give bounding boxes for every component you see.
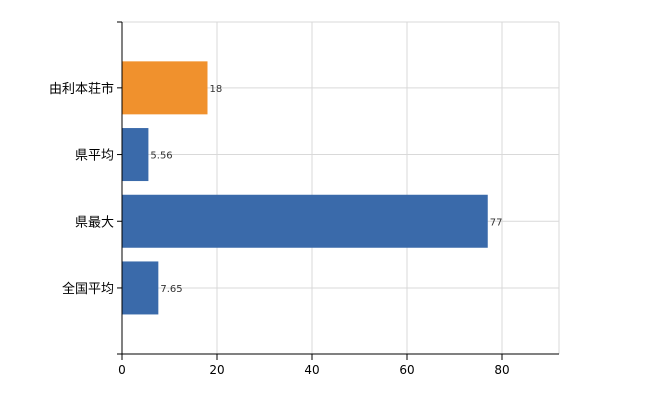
x-tick-label: 20 bbox=[209, 363, 224, 377]
x-tick-label: 40 bbox=[304, 363, 319, 377]
bar-value-label: 18 bbox=[210, 84, 223, 95]
x-tick-label: 0 bbox=[118, 363, 126, 377]
category-label: 県平均 bbox=[75, 149, 114, 164]
category-label: 由利本荘市 bbox=[49, 81, 114, 97]
bar-value-label: 7.65 bbox=[160, 284, 182, 295]
bar bbox=[122, 194, 488, 248]
axes bbox=[117, 21, 559, 360]
bar bbox=[122, 261, 159, 315]
bar bbox=[122, 128, 149, 182]
category-label: 県最大 bbox=[75, 215, 114, 230]
bar-value-label: 77 bbox=[490, 217, 503, 228]
bar-value-label: 5.56 bbox=[150, 151, 172, 162]
bars bbox=[122, 61, 488, 315]
bar bbox=[122, 61, 208, 115]
category-label: 全国平均 bbox=[62, 281, 114, 297]
labels: 18 由利本荘市 5.56 県平均 77 県最大 7.65 全国平均 0 20 40 60 80 bbox=[49, 81, 510, 377]
x-tick-label: 60 bbox=[399, 363, 414, 377]
x-tick-label: 80 bbox=[494, 363, 509, 377]
